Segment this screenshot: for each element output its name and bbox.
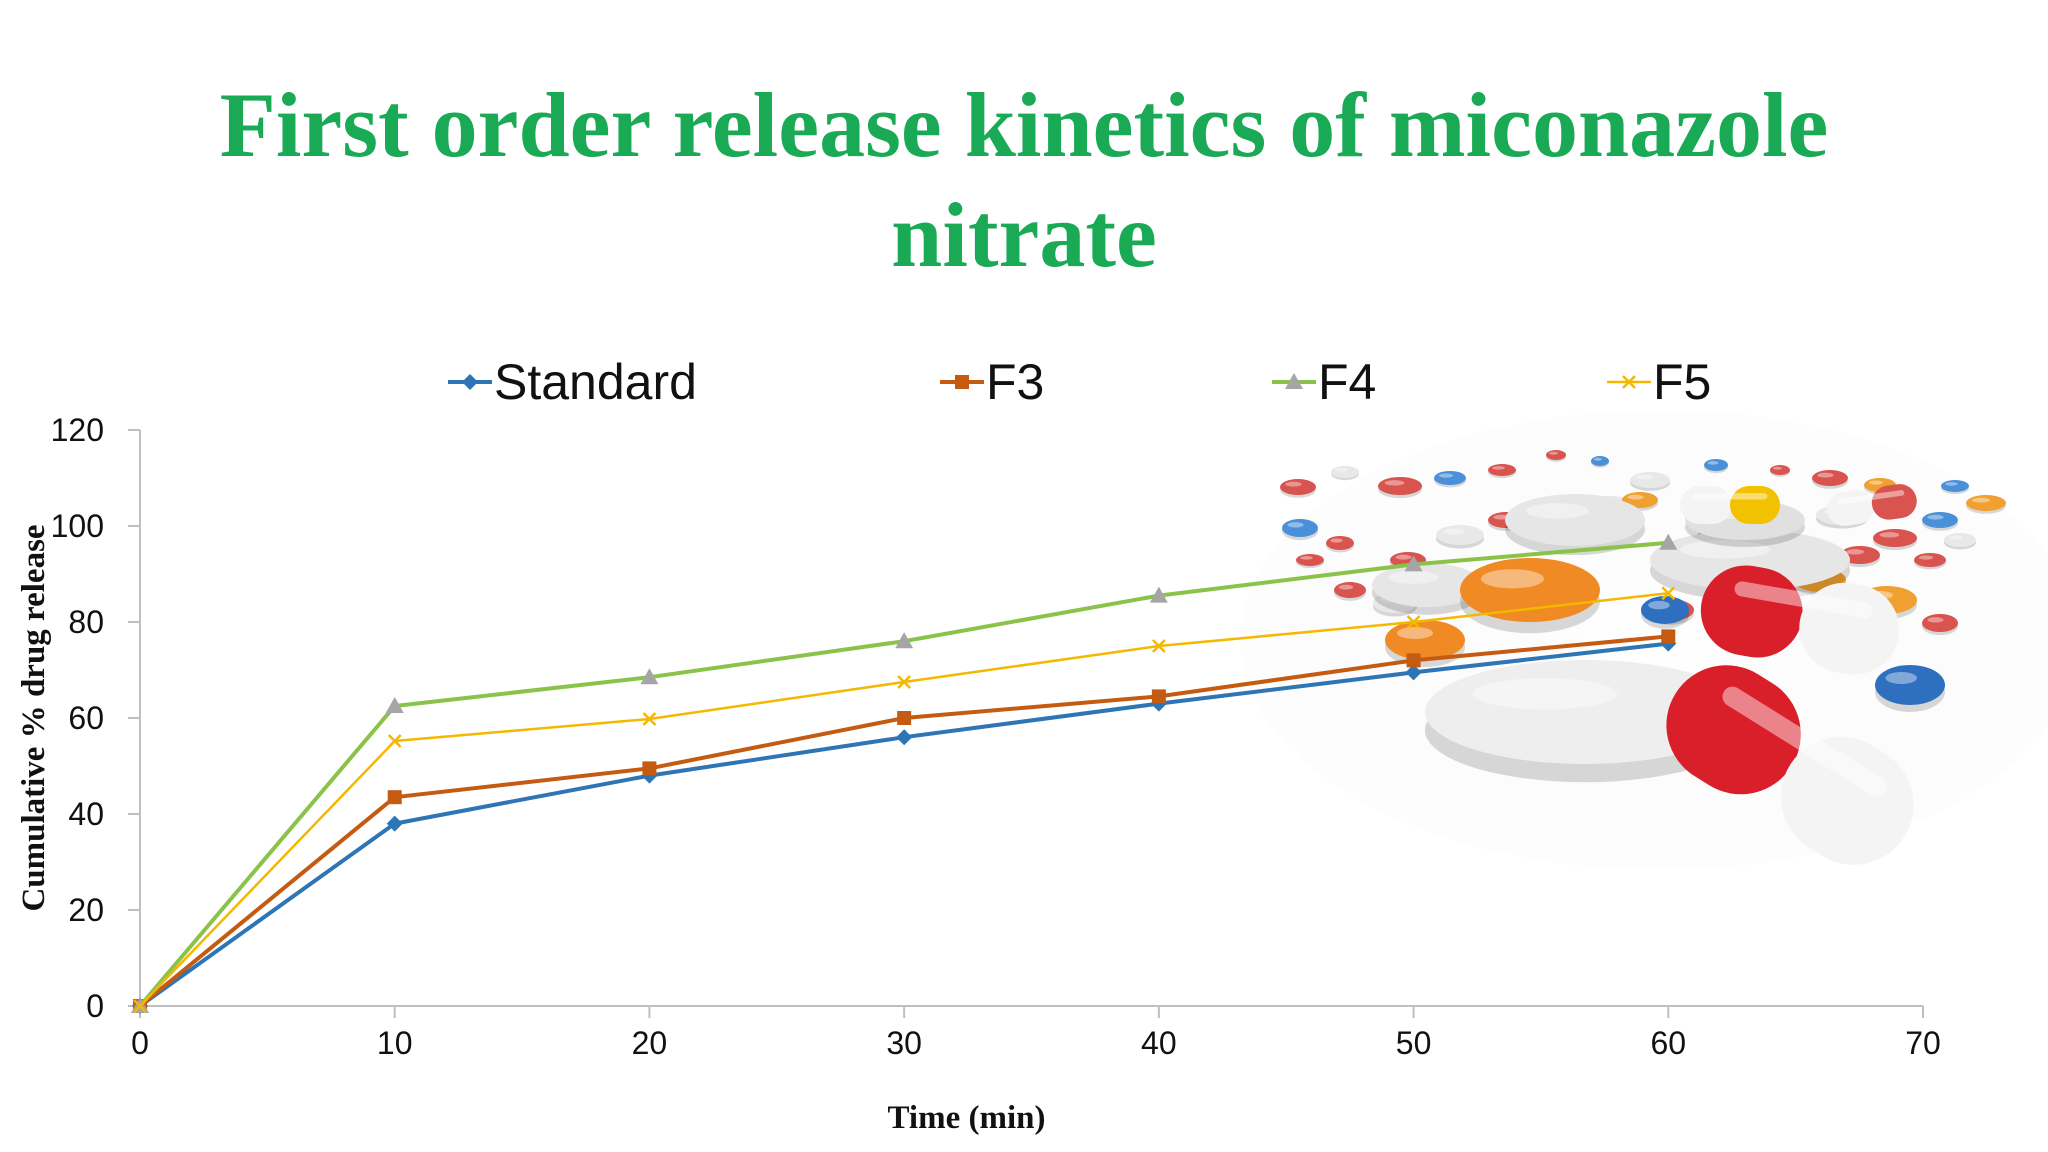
tablet-6 bbox=[1591, 456, 1609, 468]
tablet-7 bbox=[1630, 472, 1670, 491]
data-point-f4 bbox=[385, 697, 404, 713]
x-tick-label: 20 bbox=[632, 1025, 668, 1061]
tablet-15 bbox=[1326, 536, 1354, 553]
tablet-0 bbox=[1280, 479, 1316, 498]
legend-marker bbox=[1622, 375, 1636, 389]
data-point-f4 bbox=[1659, 533, 1678, 550]
legend-marker bbox=[955, 375, 969, 389]
tablet-9 bbox=[1770, 465, 1790, 477]
y-tick-label: 20 bbox=[68, 892, 104, 928]
y-tick-label: 100 bbox=[51, 508, 104, 544]
y-tick-label: 120 bbox=[51, 412, 104, 448]
legend-label: F3 bbox=[986, 354, 1044, 410]
x-tick-label: 30 bbox=[886, 1025, 922, 1061]
data-point-f5 bbox=[1661, 586, 1676, 601]
tablet-5 bbox=[1546, 450, 1566, 462]
data-point-f5 bbox=[897, 675, 912, 689]
tablet-4 bbox=[1488, 464, 1516, 479]
x-tick-label: 40 bbox=[1141, 1025, 1177, 1061]
tablet-8 bbox=[1704, 459, 1728, 474]
data-point-standard bbox=[386, 815, 403, 832]
data-point-standard bbox=[896, 729, 913, 746]
y-tick-label: 0 bbox=[86, 988, 104, 1024]
tablet-25 bbox=[1873, 529, 1917, 551]
tablet-2 bbox=[1378, 477, 1422, 499]
y-axis-title: Cumulative % drug release bbox=[16, 524, 52, 911]
legend-item-standard: Standard bbox=[448, 354, 697, 410]
legend-label: F5 bbox=[1653, 354, 1711, 410]
data-point-f3 bbox=[1661, 629, 1676, 644]
tablet-large-2 bbox=[1505, 494, 1645, 556]
y-tick-label: 60 bbox=[68, 700, 104, 736]
data-point-f4 bbox=[1149, 586, 1168, 603]
tablet-13 bbox=[1966, 495, 2006, 514]
data-point-f5 bbox=[133, 999, 147, 1013]
tablet-28 bbox=[1334, 582, 1366, 601]
data-point-f5 bbox=[1406, 615, 1421, 629]
x-axis-title: Time (min) bbox=[888, 1100, 1046, 1136]
tablet-orange-1 bbox=[1460, 558, 1600, 634]
data-point-f3 bbox=[1406, 653, 1421, 668]
data-point-f5 bbox=[1151, 639, 1166, 653]
capsule-yellow bbox=[1680, 486, 1780, 524]
tablet-37 bbox=[1296, 554, 1324, 569]
data-point-f3 bbox=[897, 711, 912, 725]
data-point-f4 bbox=[640, 668, 659, 685]
tablet-blue-3 bbox=[1641, 596, 1689, 629]
tablet-white-big bbox=[1425, 660, 1745, 783]
capsule-red-small bbox=[1827, 484, 1917, 526]
pills-image bbox=[1240, 410, 2048, 870]
page-title: First order release kinetics of miconazo… bbox=[0, 70, 2048, 290]
tablet-14 bbox=[1282, 519, 1318, 541]
y-tick-label: 80 bbox=[68, 604, 104, 640]
x-tick-label: 60 bbox=[1650, 1025, 1686, 1061]
data-point-f3 bbox=[642, 761, 657, 776]
tablet-1 bbox=[1331, 466, 1359, 481]
tablet-26 bbox=[1922, 512, 1958, 531]
title-line-1: First order release kinetics of miconazo… bbox=[219, 74, 1829, 176]
data-point-f3 bbox=[1151, 689, 1166, 704]
series-f3 bbox=[133, 629, 1676, 1013]
legend-marker bbox=[1285, 373, 1303, 389]
legend-label: Standard bbox=[494, 354, 697, 410]
legend-label: F4 bbox=[1318, 354, 1376, 410]
x-tick-label: 50 bbox=[1396, 1025, 1432, 1061]
tablet-30 bbox=[1840, 546, 1880, 568]
x-tick-label: 0 bbox=[131, 1025, 149, 1061]
tablet-17 bbox=[1436, 525, 1484, 549]
data-point-f5 bbox=[387, 734, 402, 748]
y-tick-label: 40 bbox=[68, 796, 104, 832]
x-tick-label: 70 bbox=[1905, 1025, 1941, 1061]
tablet-12 bbox=[1941, 480, 1969, 495]
series-f5 bbox=[133, 586, 1676, 1013]
legend-marker bbox=[462, 374, 478, 390]
legend-item-f5: F5 bbox=[1607, 354, 1711, 410]
data-point-f4 bbox=[895, 632, 914, 649]
tablet-31 bbox=[1914, 553, 1946, 570]
tablet-large-1 bbox=[1372, 563, 1482, 615]
capsule-red-2 bbox=[1700, 565, 1900, 675]
tablet-3 bbox=[1434, 471, 1466, 488]
data-point-f5 bbox=[642, 712, 657, 726]
data-point-standard bbox=[1405, 664, 1422, 681]
tablet-10 bbox=[1812, 470, 1848, 489]
tablet-27 bbox=[1944, 533, 1976, 550]
data-point-f3 bbox=[387, 790, 402, 805]
data-point-f4 bbox=[1404, 555, 1423, 572]
title-line-2: nitrate bbox=[891, 184, 1157, 286]
tablet-blue-2 bbox=[1875, 665, 1945, 712]
tablet-34 bbox=[1922, 614, 1958, 636]
legend-item-f4: F4 bbox=[1272, 354, 1376, 410]
x-tick-label: 10 bbox=[377, 1025, 413, 1061]
legend-item-f3: F3 bbox=[940, 354, 1044, 410]
capsule-red-1 bbox=[1666, 665, 1914, 865]
